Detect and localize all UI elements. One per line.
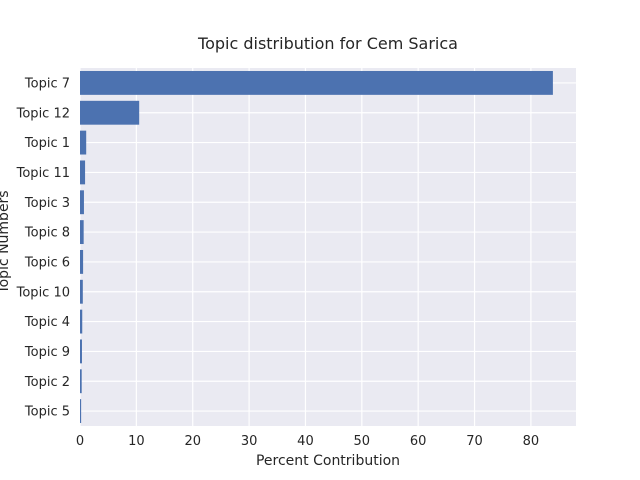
bar-topic-3 [80,190,84,215]
x-tick-label: 80 [523,434,540,449]
y-tick-label: Topic 12 [16,106,70,121]
x-tick-label: 10 [128,434,145,449]
x-tick-label: 40 [297,434,314,449]
bar-topic-5 [80,399,82,424]
y-tick-label: Topic 11 [16,166,70,181]
y-axis-ticks: Topic 7 Topic 12 Topic 1 Topic 11 Topic 3 Top… [16,76,70,419]
y-tick-label: Topic 9 [24,345,70,360]
y-tick-label: Topic 4 [24,315,70,330]
bar-topic-2 [80,369,82,394]
bars [80,70,553,424]
chart-title: Topic distribution for Cem Sarica [197,34,458,53]
bar-topic-7 [80,70,553,95]
y-tick-label: Topic 10 [16,285,70,300]
bar-topic-1 [80,130,87,155]
x-axis-ticks: 0 10 20 30 40 50 60 70 80 [76,434,539,449]
y-tick-label: Topic 6 [24,255,70,270]
y-tick-label: Topic 2 [24,375,70,390]
x-tick-label: 0 [76,434,84,449]
x-tick-label: 50 [354,434,371,449]
x-axis-label: Percent Contribution [256,453,400,469]
plot-area [80,68,576,426]
x-tick-label: 30 [241,434,258,449]
bar-topic-12 [80,100,140,125]
y-tick-label: Topic 5 [24,405,70,420]
x-tick-label: 70 [466,434,483,449]
bar-topic-11 [80,160,86,185]
x-tick-label: 20 [184,434,201,449]
y-tick-label: Topic 8 [24,226,70,241]
y-tick-label: Topic 7 [24,76,70,91]
x-tick-label: 60 [410,434,427,449]
bar-topic-9 [80,339,82,364]
grid-lines [79,68,576,426]
bar-topic-4 [80,309,83,334]
y-tick-label: Topic 3 [24,196,70,211]
y-tick-label: Topic 1 [24,136,70,151]
bar-topic-6 [80,249,84,274]
bar-topic-10 [80,279,83,304]
y-axis-label: Topic Numbers [0,190,12,294]
bar-topic-8 [80,220,84,245]
